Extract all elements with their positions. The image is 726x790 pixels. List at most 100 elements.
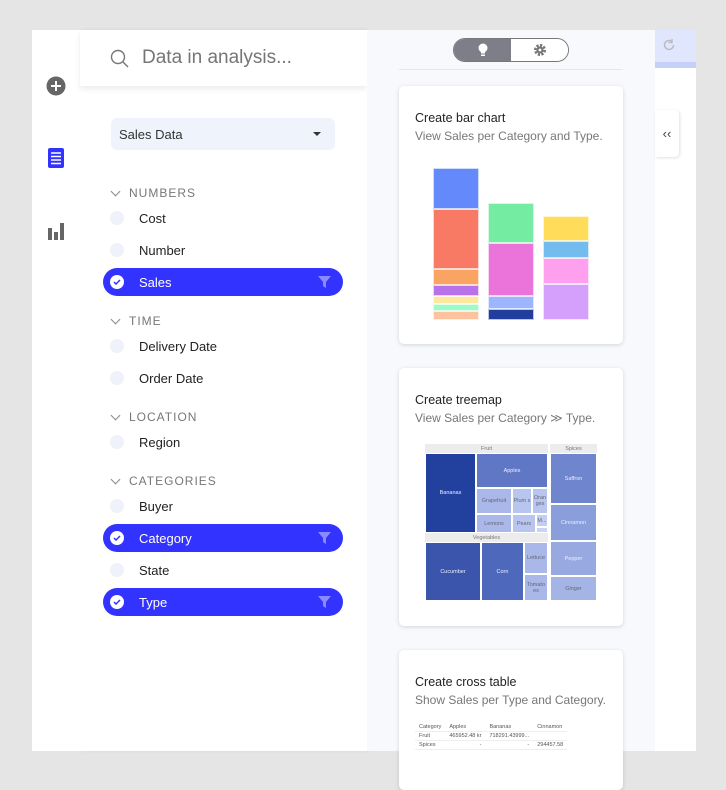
group-header-time[interactable]: TIME bbox=[110, 314, 162, 328]
card-title: Create bar chart bbox=[415, 111, 506, 125]
treemap-cell: Pears bbox=[512, 514, 536, 533]
field-label: Buyer bbox=[139, 498, 173, 514]
table-cell: Fruit bbox=[415, 731, 446, 741]
treemap-preview: Fruit Bananas Apples Grapefruit Plum s O… bbox=[425, 444, 597, 601]
data-source-value: Sales Data bbox=[119, 127, 183, 142]
table-row: Spices - - 294457.58 bbox=[415, 740, 568, 750]
bar-segment bbox=[433, 284, 479, 296]
refresh-icon[interactable] bbox=[662, 38, 676, 52]
bar-segment bbox=[543, 240, 589, 259]
gear-icon[interactable] bbox=[511, 39, 568, 61]
search-bar bbox=[80, 30, 367, 86]
treemap-cell: Cucumber bbox=[425, 542, 481, 601]
treemap-cell: Cinnamon bbox=[550, 504, 597, 541]
field-item-category[interactable]: Category bbox=[103, 524, 343, 552]
panel-mode-toggle[interactable] bbox=[453, 38, 569, 62]
treemap-cell: Corn bbox=[481, 542, 524, 601]
column-header: Cinnamon bbox=[533, 723, 568, 732]
data-source-dropdown[interactable]: Sales Data bbox=[111, 118, 335, 150]
radio-circle[interactable] bbox=[110, 499, 124, 513]
table-cell: Spices bbox=[415, 740, 446, 750]
bar-segment bbox=[488, 308, 534, 320]
field-label: Type bbox=[139, 594, 168, 610]
table-cell: - bbox=[445, 740, 486, 750]
field-label: Sales bbox=[139, 274, 172, 290]
table-cell bbox=[533, 731, 568, 741]
column-header: Apples bbox=[445, 723, 486, 732]
table-header-row: Category Apples Bananas Cinnamon bbox=[415, 723, 568, 732]
field-label: State bbox=[139, 562, 170, 578]
group-label: TIME bbox=[129, 314, 162, 328]
radio-circle[interactable] bbox=[110, 243, 124, 257]
bar-segment bbox=[433, 303, 479, 311]
lightbulb-icon[interactable] bbox=[454, 39, 511, 61]
field-item-state[interactable]: State bbox=[103, 556, 343, 584]
field-label: Category bbox=[139, 530, 192, 546]
bar-segment bbox=[433, 295, 479, 304]
column-header: Bananas bbox=[485, 723, 534, 732]
treemap-header-vegetables: Vegetables bbox=[425, 533, 548, 542]
bar-segment bbox=[488, 295, 534, 309]
bar-segment bbox=[433, 310, 479, 320]
check-circle-icon[interactable] bbox=[110, 595, 124, 609]
bar-segment bbox=[433, 208, 479, 270]
data-panel: Sales Data NUMBERS Cost Number Sales TIME Del… bbox=[80, 30, 367, 751]
radio-circle[interactable] bbox=[110, 563, 124, 577]
treemap-cell: Grapefruit bbox=[476, 488, 512, 514]
table-cell: 465952.48 kr bbox=[445, 731, 486, 741]
bar-segment bbox=[433, 168, 479, 209]
treemap-header-spices: Spices bbox=[550, 444, 597, 453]
field-item-delivery-date[interactable]: Delivery Date bbox=[103, 332, 343, 360]
double-chevron-left-icon: ‹‹ bbox=[662, 126, 672, 141]
treemap-cell: Apples bbox=[476, 453, 548, 488]
card-subtitle: Show Sales per Type and Category. bbox=[415, 693, 607, 707]
check-circle-icon[interactable] bbox=[110, 531, 124, 545]
group-header-numbers[interactable]: NUMBERS bbox=[110, 186, 196, 200]
chevron-down-icon bbox=[110, 410, 121, 420]
treemap-cell: Tomato es bbox=[524, 574, 548, 601]
data-list-icon[interactable] bbox=[44, 146, 68, 170]
radio-circle[interactable] bbox=[110, 211, 124, 225]
bar-segment bbox=[488, 203, 534, 243]
field-item-number[interactable]: Number bbox=[103, 236, 343, 264]
check-circle-icon[interactable] bbox=[110, 275, 124, 289]
field-label: Cost bbox=[139, 210, 166, 226]
field-item-sales[interactable]: Sales bbox=[103, 268, 343, 296]
group-label: CATEGORIES bbox=[129, 474, 217, 488]
radio-circle[interactable] bbox=[110, 371, 124, 385]
treemap-card[interactable]: Create treemap View Sales per Category ≫… bbox=[399, 368, 623, 626]
treemap-cell: Bananas bbox=[425, 453, 476, 533]
search-icon bbox=[110, 49, 129, 68]
filter-icon[interactable] bbox=[318, 596, 331, 608]
bar-segment bbox=[433, 269, 479, 285]
recommendations-panel: Create bar chart View Sales per Category… bbox=[367, 30, 655, 790]
filter-icon[interactable] bbox=[318, 276, 331, 288]
chevron-down-icon bbox=[110, 314, 121, 324]
collapse-panel-button[interactable]: ‹‹ bbox=[655, 110, 679, 157]
field-label: Order Date bbox=[139, 370, 204, 386]
field-item-region[interactable]: Region bbox=[103, 428, 343, 456]
search-input[interactable] bbox=[142, 47, 342, 69]
field-item-cost[interactable]: Cost bbox=[103, 204, 343, 232]
group-header-categories[interactable]: CATEGORIES bbox=[110, 474, 217, 488]
radio-circle[interactable] bbox=[110, 339, 124, 353]
cross-table-card[interactable]: Create cross table Show Sales per Type a… bbox=[399, 650, 623, 790]
field-label: Region bbox=[139, 434, 181, 450]
treemap-cell: Lemons bbox=[476, 514, 512, 533]
visualizations-icon[interactable] bbox=[44, 218, 68, 242]
group-header-location[interactable]: LOCATION bbox=[110, 410, 197, 424]
bar-chart-preview bbox=[433, 168, 593, 320]
field-item-buyer[interactable]: Buyer bbox=[103, 492, 343, 520]
treemap-cell: Plum s bbox=[512, 488, 532, 514]
canvas-toolbar-strip bbox=[655, 62, 696, 68]
radio-circle[interactable] bbox=[110, 435, 124, 449]
add-icon[interactable] bbox=[44, 74, 68, 98]
bar-chart-card[interactable]: Create bar chart View Sales per Category… bbox=[399, 86, 623, 344]
field-item-order-date[interactable]: Order Date bbox=[103, 364, 343, 392]
treemap-cell: M... bbox=[536, 514, 548, 527]
card-subtitle: View Sales per Category and Type. bbox=[415, 129, 603, 143]
filter-icon[interactable] bbox=[318, 532, 331, 544]
canvas-toolbar bbox=[655, 30, 696, 62]
card-title: Create treemap bbox=[415, 393, 502, 407]
field-item-type[interactable]: Type bbox=[103, 588, 343, 616]
